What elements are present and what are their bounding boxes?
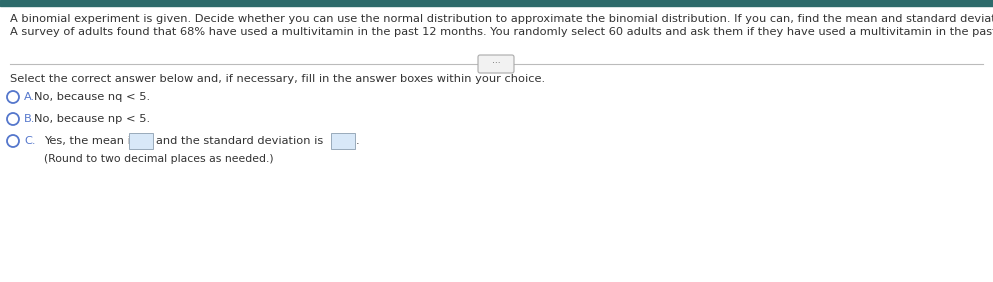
Text: B.: B. — [24, 114, 36, 124]
Text: A binomial experiment is given. Decide whether you can use the normal distributi: A binomial experiment is given. Decide w… — [10, 14, 993, 24]
FancyBboxPatch shape — [129, 133, 153, 149]
Text: A.: A. — [24, 92, 35, 102]
Text: (Round to two decimal places as needed.): (Round to two decimal places as needed.) — [44, 154, 274, 164]
FancyBboxPatch shape — [331, 133, 355, 149]
Text: ···: ··· — [492, 60, 500, 69]
Text: No, because np < 5.: No, because np < 5. — [34, 114, 150, 124]
Text: Yes, the mean is: Yes, the mean is — [44, 136, 137, 146]
Text: A survey of adults found that 68% have used a multivitamin in the past 12 months: A survey of adults found that 68% have u… — [10, 27, 993, 37]
FancyBboxPatch shape — [478, 55, 514, 73]
Text: Select the correct answer below and, if necessary, fill in the answer boxes with: Select the correct answer below and, if … — [10, 74, 545, 84]
Text: C.: C. — [24, 136, 36, 146]
Text: and the standard deviation is: and the standard deviation is — [156, 136, 324, 146]
Text: .: . — [356, 136, 359, 146]
Text: No, because nq < 5.: No, because nq < 5. — [34, 92, 150, 102]
